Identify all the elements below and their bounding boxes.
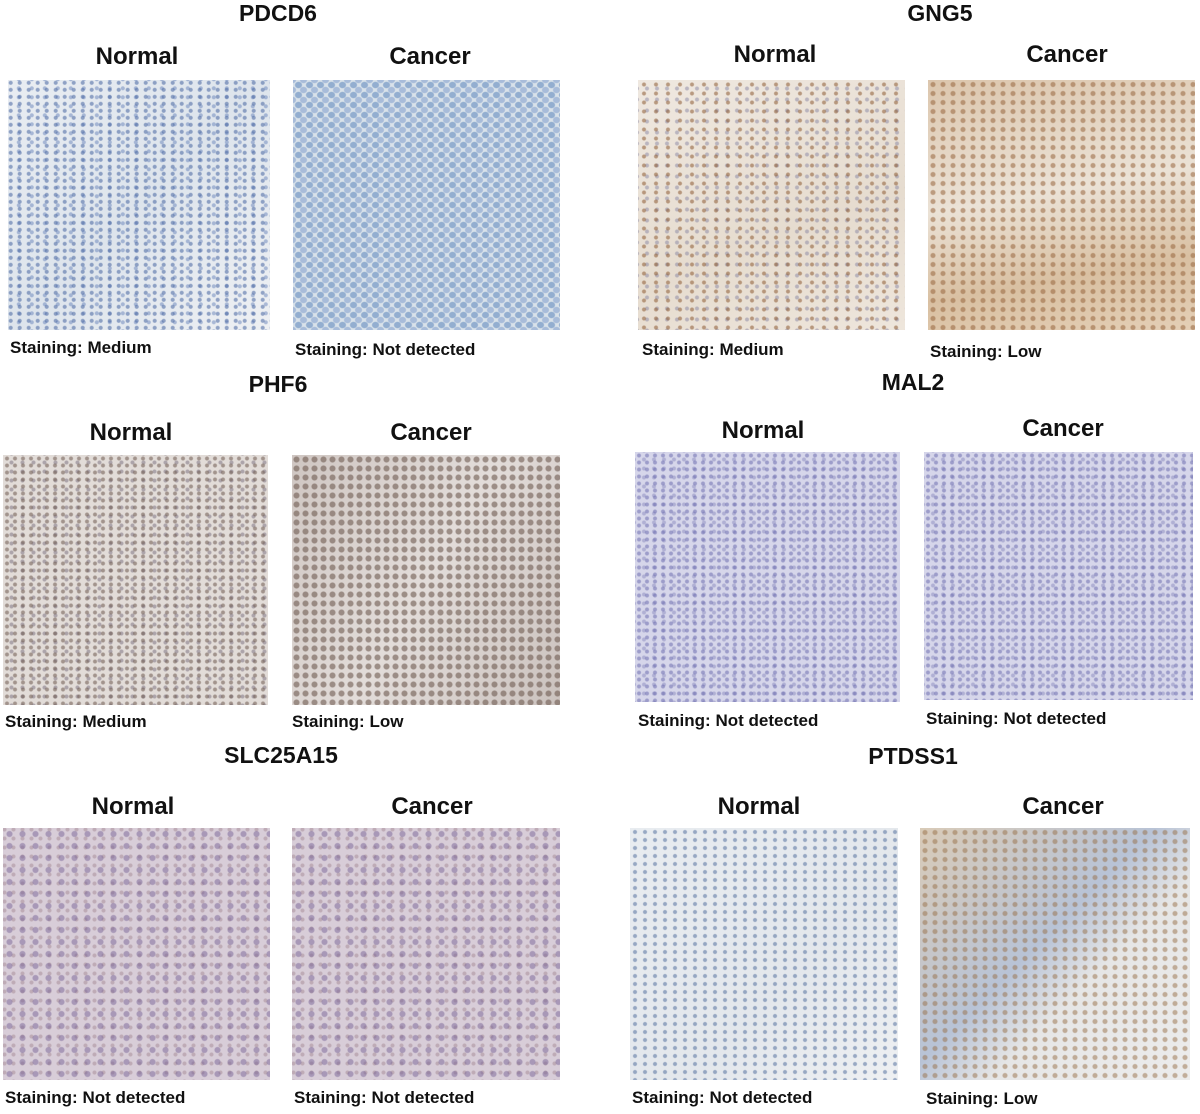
cancer-label: Cancer [390,419,472,446]
phf6-cancer-tissue-image [292,455,560,705]
staining-caption: Staining: Not detected [638,711,819,730]
normal-label: Normal [95,43,179,70]
staining-caption: Staining: Not detected [632,1088,813,1107]
cancer-label: Cancer [1026,41,1108,68]
phf6-normal-tissue-image [3,455,268,705]
staining-caption: Staining: Not detected [295,340,476,359]
mal2-cancer-tissue-image [924,452,1193,700]
staining-caption: Staining: Not detected [5,1088,186,1107]
gng5-normal-tissue-image [638,80,905,330]
normal-label: Normal [733,41,817,68]
gene-title-gng5: GNG5 [907,0,973,26]
ptdss1-normal-tissue-image [630,828,898,1080]
normal-label: Normal [91,793,175,820]
mal2-normal-tissue-image [635,452,900,702]
staining-caption: Staining: Low [292,712,404,731]
cancer-label: Cancer [389,43,471,70]
slc25a15-cancer-tissue-image [292,828,560,1080]
staining-caption: Staining: Low [926,1089,1038,1108]
staining-caption: Staining: Medium [10,338,152,357]
gene-title-slc25a15: SLC25A15 [224,742,338,768]
staining-caption: Staining: Medium [5,712,147,731]
normal-label: Normal [89,419,173,446]
gng5-cancer-tissue-image [928,80,1195,330]
gene-title-phf6: PHF6 [248,371,308,397]
gene-title-pdcd6: PDCD6 [239,0,317,26]
staining-caption: Staining: Not detected [926,709,1107,728]
staining-caption: Staining: Not detected [294,1088,475,1107]
cancer-label: Cancer [1022,415,1104,442]
gene-title-mal2: MAL2 [881,369,945,395]
gene-title-ptdss1: PTDSS1 [868,743,958,769]
staining-caption: Staining: Low [930,342,1042,361]
ptdss1-cancer-tissue-image [920,828,1190,1080]
cancer-label: Cancer [1022,793,1104,820]
pdcd6-normal-tissue-image [8,80,270,330]
staining-caption: Staining: Medium [642,340,784,359]
pdcd6-cancer-tissue-image [293,80,560,330]
slc25a15-normal-tissue-image [3,828,270,1080]
cancer-label: Cancer [391,793,473,820]
normal-label: Normal [721,417,805,444]
normal-label: Normal [717,793,801,820]
